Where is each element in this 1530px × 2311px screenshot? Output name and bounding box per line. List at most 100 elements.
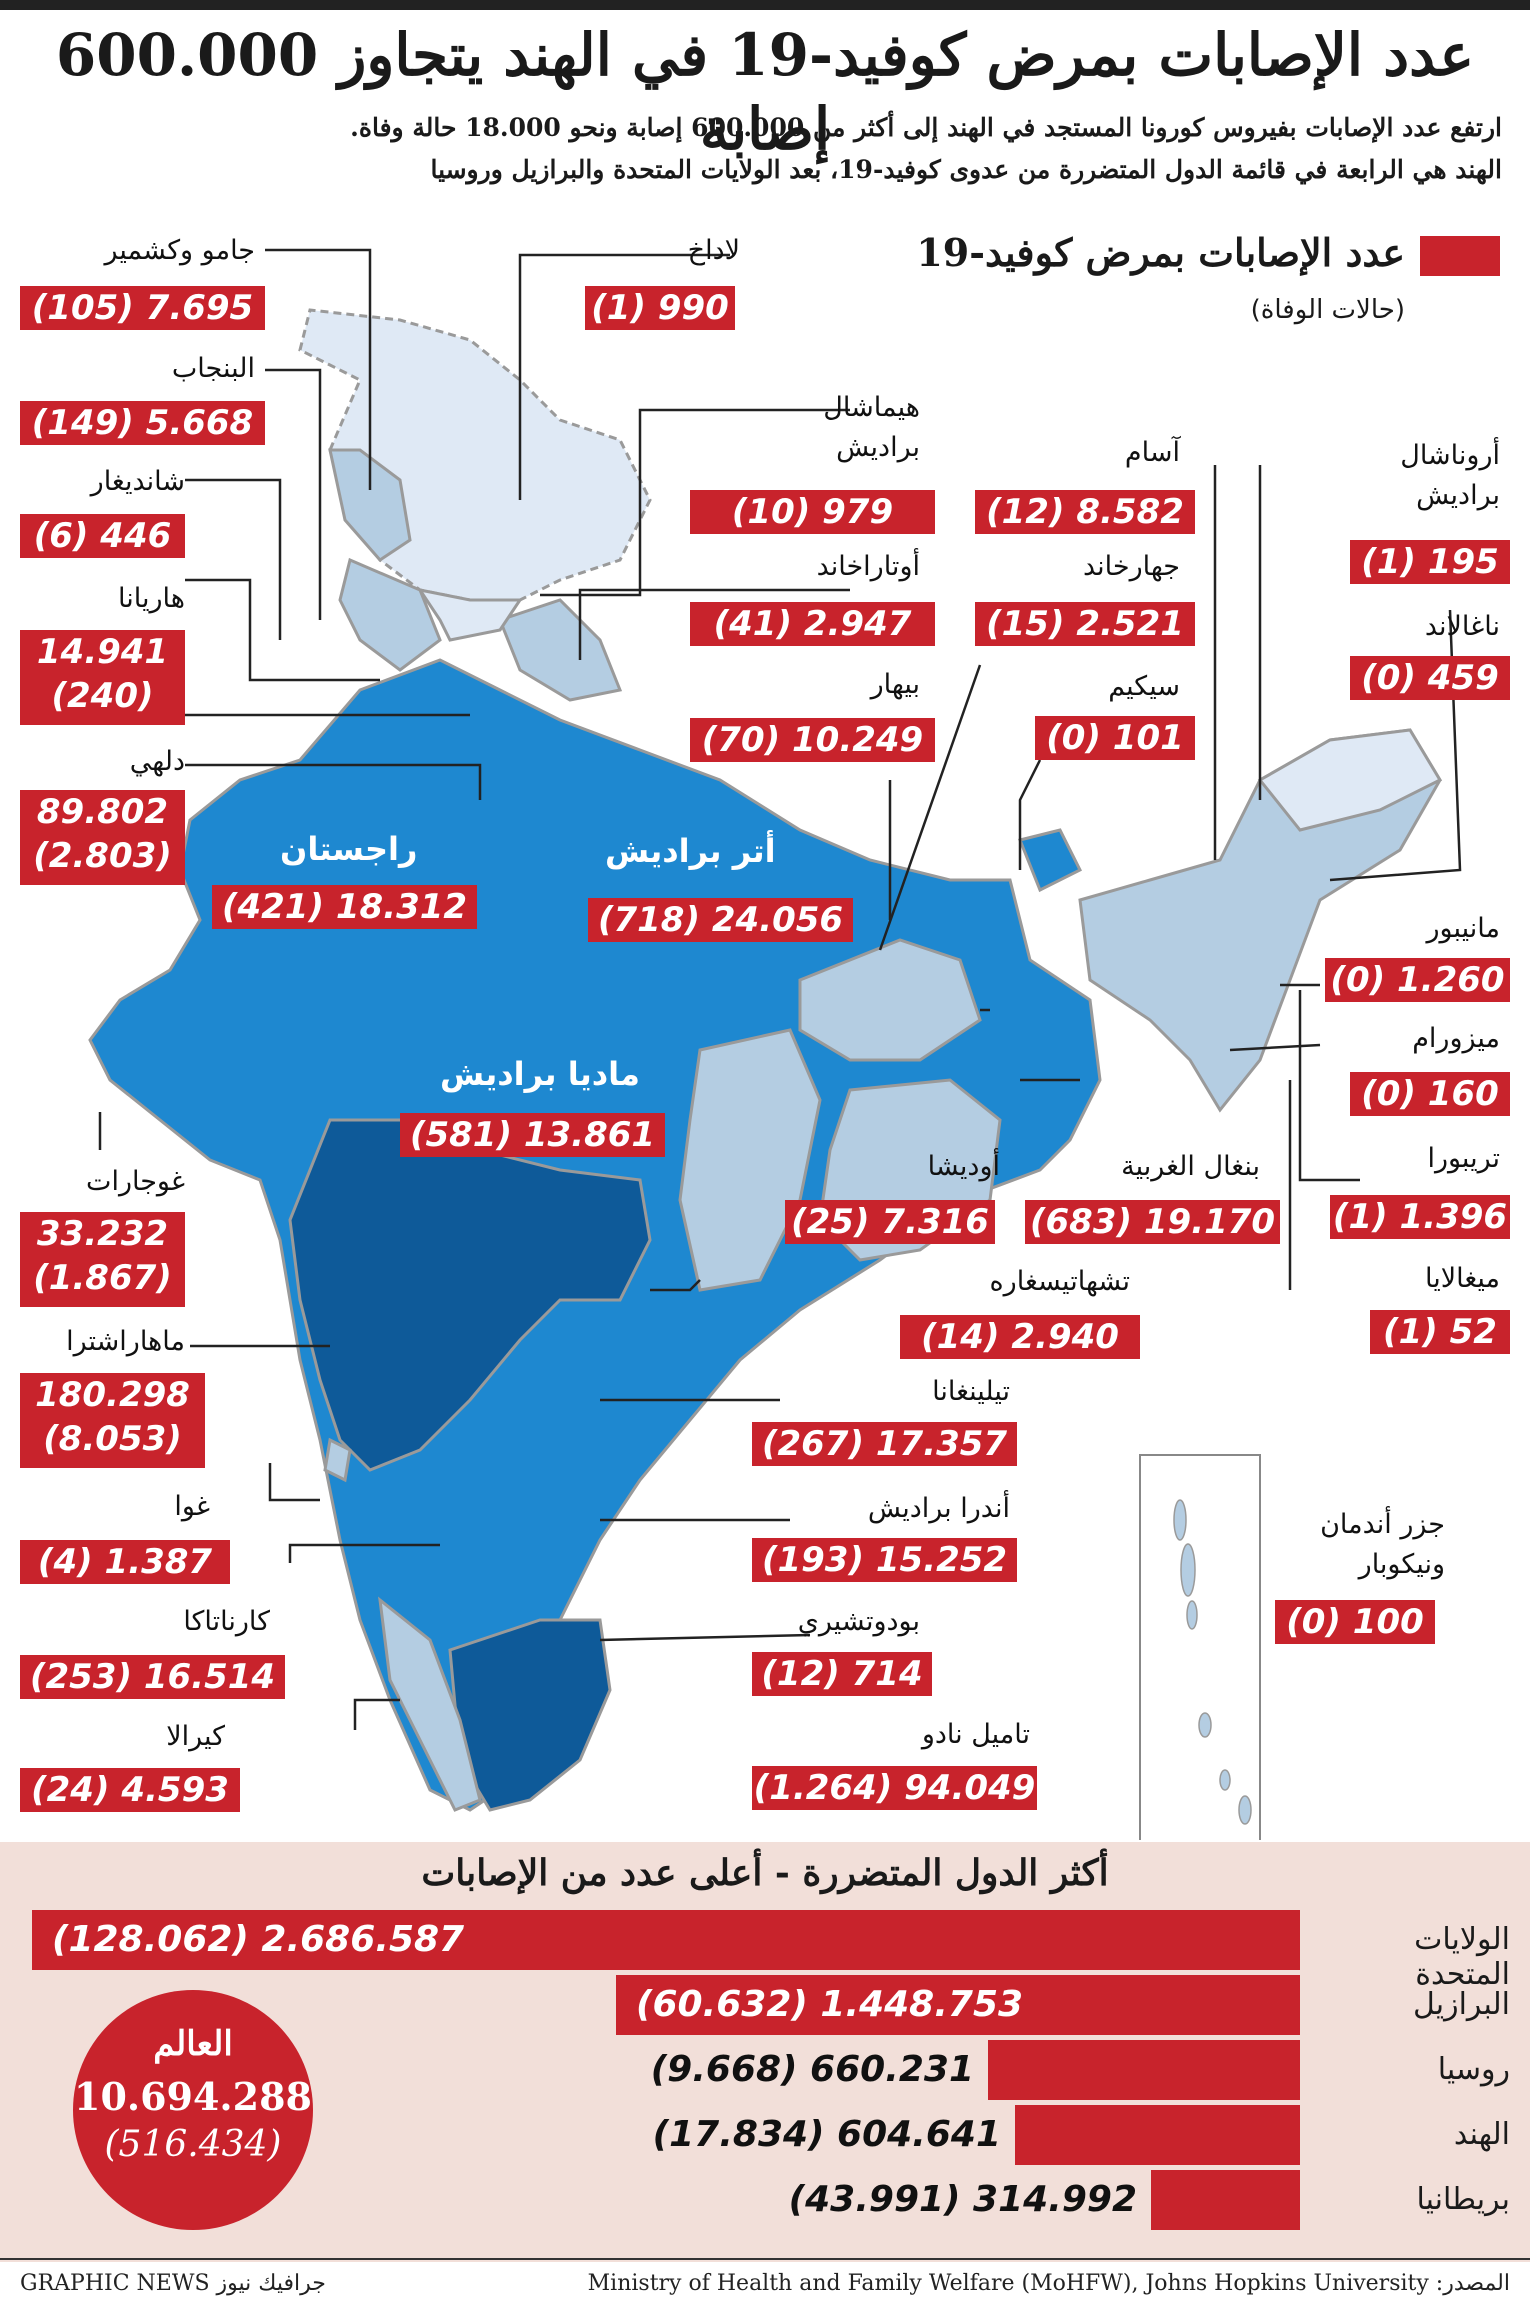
state-value-box: (70) 10.249	[690, 718, 935, 762]
state-name: أوتاراخاند	[816, 551, 920, 582]
state-name: تاميل نادو	[921, 1719, 1030, 1750]
state-value-box: (1) 52	[1370, 1310, 1510, 1354]
state-name: أروناشال براديش	[1400, 440, 1500, 511]
state-value-box: (149) 5.668	[20, 401, 265, 445]
state-name: البنجاب	[171, 353, 255, 384]
state-value-box: (105) 7.695	[20, 286, 265, 330]
state-value-box: (15) 2.521	[975, 602, 1195, 646]
chart-title: أكثر الدول المتضررة - أعلى عدد من الإصاب…	[421, 1852, 1109, 1894]
state-name: غوا	[174, 1491, 210, 1522]
state-name: بنغال الغربية	[1121, 1151, 1260, 1182]
state-value-box: (12) 714	[752, 1652, 932, 1696]
world-label: العالم	[153, 2024, 233, 2064]
state-value-box: (193) 15.252	[752, 1538, 1017, 1582]
footer-rule	[0, 2258, 1530, 2260]
legend-sub: (حالات الوفاة)	[1250, 295, 1405, 325]
state-value-box: (1) 1.396	[1330, 1195, 1510, 1239]
state-value-box: (1.264) 94.049	[752, 1766, 1037, 1810]
map-region-goa	[323, 1437, 352, 1483]
state-value-box: (10) 979	[690, 490, 935, 534]
bar	[32, 1910, 1300, 1970]
bar-category-label: البرازيل	[1413, 1987, 1510, 2022]
bar-category-label: الهند	[1453, 2117, 1510, 2152]
map-label: أتر براديش	[605, 832, 776, 870]
map-region-sikkim	[1017, 828, 1083, 893]
state-name: ماهاراشترا	[66, 1326, 185, 1357]
world-deaths: (516.434)	[104, 2124, 282, 2165]
state-value-box: (0) 101	[1035, 716, 1195, 760]
state-value-box: (683) 19.170	[1025, 1200, 1280, 1244]
state-value-box: (253) 16.514	[20, 1655, 285, 1699]
state-value-box: (1) 195	[1350, 540, 1510, 584]
intro-line-1: ارتفع عدد الإصابات بفيروس كورونا المستجد…	[350, 113, 1502, 142]
bar	[988, 2040, 1300, 2100]
bar-value-label: (128.062) 2.686.587	[52, 1919, 465, 1960]
india-map	[88, 248, 1462, 1840]
page-title: عدد الإصابات بمرض كوفيد-19 في الهند يتجا…	[55, 21, 1475, 163]
footer-credit: GRAPHIC NEWS جرافيك نيوز	[20, 2271, 326, 2296]
andaman-islands	[1173, 1499, 1252, 1825]
state-value-box: (25) 7.316	[785, 1200, 995, 1244]
map-label: ماديا براديش	[440, 1055, 640, 1093]
map-label: راجستان	[280, 830, 418, 868]
state-value-box: (0) 1.260	[1325, 958, 1510, 1002]
state-name: جهارخاند	[1082, 551, 1180, 582]
state-name: كارناتاكا	[183, 1606, 270, 1637]
state-value-box: (421) 18.312	[212, 885, 477, 929]
map-region-uttarakhand	[498, 598, 623, 702]
map-region-jharkhand	[798, 938, 982, 1062]
state-name: شانديغار	[90, 466, 185, 497]
bar-category-label: روسيا	[1437, 2052, 1510, 2087]
world-total-circle: العالم 10.694.288 (516.434)	[73, 1990, 313, 2230]
state-name: آسام	[1124, 437, 1180, 468]
world-value: 10.694.288	[74, 2074, 312, 2119]
bar-category-label: الولايات المتحدة	[1414, 1922, 1510, 1992]
state-name: سيكيم	[1108, 671, 1180, 702]
state-name: ميزورام	[1412, 1023, 1500, 1054]
legend-label: عدد الإصابات بمرض كوفيد-19	[916, 230, 1405, 275]
state-name: تشهاتيسغاره	[989, 1266, 1130, 1297]
bar	[1015, 2105, 1300, 2165]
state-value-box: (0) 459	[1350, 656, 1510, 700]
state-name: ميغالايا	[1424, 1263, 1500, 1294]
footer-source: Ministry of Health and Family Welfare (M…	[587, 2271, 1510, 2296]
state-name: مانيبور	[1426, 913, 1501, 944]
bar-value-label: (17.834) 604.641	[652, 2114, 1001, 2155]
top-rule	[0, 0, 1530, 10]
map-region-kerala	[378, 1596, 482, 1812]
state-value-box: (267) 17.357	[752, 1422, 1017, 1466]
bar	[616, 1975, 1300, 2035]
state-name: أوديشا	[927, 1151, 1000, 1182]
state-value-box: (0) 160	[1350, 1072, 1510, 1116]
state-value-box: 14.941 (240)	[20, 630, 185, 725]
bar-value-label: (60.632) 1.448.753	[636, 1984, 1024, 2025]
state-value-box: (0) 100	[1275, 1600, 1435, 1644]
state-value-box: (718) 24.056	[588, 898, 853, 942]
state-value-box: (581) 13.861	[400, 1113, 665, 1157]
map-region-jk	[328, 448, 412, 562]
state-name: تريبورا	[1427, 1143, 1500, 1174]
bar-category-label: بريطانيا	[1416, 2182, 1510, 2217]
state-name: دلهي	[129, 746, 185, 777]
state-name: لاداخ	[687, 235, 740, 266]
intro-line-2: الهند هي الرابعة في قائمة الدول المتضررة…	[430, 155, 1502, 184]
legend-swatch	[1420, 236, 1500, 276]
state-value-box: (14) 2.940	[900, 1315, 1140, 1359]
map-region-northeast	[1078, 728, 1442, 1113]
state-value-box: (1) 990	[585, 286, 735, 330]
state-name: ناغالاند	[1424, 611, 1500, 642]
state-name: بيهار	[870, 669, 920, 700]
state-name: أندرا براديش	[867, 1493, 1010, 1524]
state-name: كيرالا	[166, 1721, 225, 1752]
bar-value-label: (9.668) 660.231	[650, 2049, 974, 2090]
state-value-box: (24) 4.593	[20, 1768, 240, 1812]
state-name: جزر أندمان ونيكوبار	[1320, 1509, 1445, 1580]
map-region-himachal	[416, 587, 523, 642]
state-name: بودوتشيري	[797, 1606, 920, 1637]
leader-lines	[98, 248, 1462, 1730]
state-value-box: 33.232 (1.867)	[20, 1212, 185, 1307]
state-name: هاريانا	[118, 583, 185, 614]
state-name: تيلينغانا	[932, 1376, 1010, 1407]
state-value-box: (41) 2.947	[690, 602, 935, 646]
andaman-inset	[1139, 1454, 1261, 1840]
